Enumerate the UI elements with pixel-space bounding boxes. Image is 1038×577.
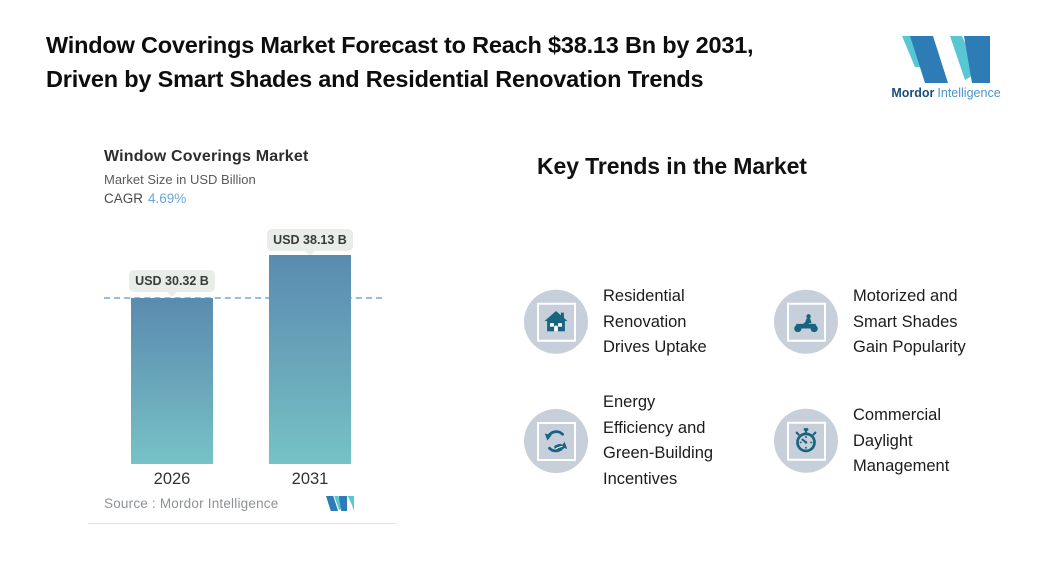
recycle-leaf-icon — [524, 409, 588, 473]
chart-footer-logo-icon — [326, 496, 354, 516]
chart-cagr: CAGR 4.69% — [104, 191, 186, 206]
house-icon — [524, 290, 588, 354]
trend-item-motorized-smart-shades: Motorized and Smart Shades Gain Populari… — [774, 284, 1026, 361]
market-size-chart-card: Window Coverings Market Market Size in U… — [88, 130, 396, 524]
page-title: Window Coverings Market Forecast to Reac… — [46, 32, 754, 92]
value-callout-2031: USD 38.13 B — [267, 229, 353, 251]
trend-item-residential-renovation: Residential Renovation Drives Uptake — [524, 284, 776, 361]
trend-label: Residential Renovation Drives Uptake — [603, 286, 707, 356]
trend-item-energy-efficiency: Energy Efficiency and Green-Building Inc… — [524, 390, 776, 492]
trend-item-commercial-daylight: Commercial Daylight Management — [774, 403, 1026, 480]
bar-2031 — [269, 255, 351, 464]
trend-label: Motorized and Smart Shades Gain Populari… — [853, 286, 966, 356]
x-axis-label-2031: 2031 — [291, 470, 329, 488]
brand-wordmark: Mordor Intelligence — [886, 86, 1006, 100]
value-callout-2026: USD 30.32 B — [129, 270, 215, 292]
chart-title: Window Coverings Market — [104, 148, 309, 165]
stopwatch-icon — [774, 409, 838, 473]
key-trends-heading: Key Trends in the Market — [537, 153, 807, 179]
brand-name-light: Intelligence — [937, 86, 1001, 100]
chart-subtitle: Market Size in USD Billion — [104, 172, 256, 187]
x-axis-label-2026: 2026 — [153, 470, 191, 488]
mordor-logo-mark-icon — [886, 36, 1006, 83]
cagr-label: CAGR — [104, 191, 144, 206]
chart-source: Source : Mordor Intelligence — [104, 496, 279, 511]
bar-2026 — [131, 298, 213, 464]
mordor-intelligence-logo: Mordor Intelligence — [886, 36, 1006, 100]
trend-label: Commercial Daylight Management — [853, 405, 950, 475]
trend-label: Energy Efficiency and Green-Building Inc… — [603, 393, 714, 488]
reference-dashed-line — [104, 297, 382, 299]
brand-name-bold: Mordor — [891, 86, 935, 100]
motorcycle-icon — [774, 290, 838, 354]
cagr-value: 4.69% — [148, 191, 187, 206]
